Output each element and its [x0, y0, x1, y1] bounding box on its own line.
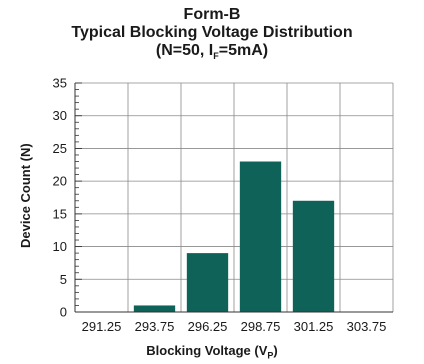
- title-line-3-sub: F: [213, 51, 219, 62]
- chart-title-line-2: Typical Blocking Voltage Distribution: [71, 24, 353, 41]
- x-title-pre: Blocking Voltage (V: [146, 343, 268, 358]
- x-tick-label: 298.75: [241, 319, 281, 334]
- chart-title-line-1: Form-B: [183, 6, 241, 23]
- bar-296.25: [186, 253, 229, 312]
- y-tick-label: 15: [53, 206, 67, 221]
- x-axis-title: Blocking Voltage (VP): [0, 343, 424, 361]
- y-tick-label: 35: [53, 76, 67, 91]
- x-tick-label: 301.25: [294, 319, 334, 334]
- y-tick-label: 25: [53, 141, 67, 156]
- x-tick-label: 296.25: [188, 319, 228, 334]
- y-tick-label: 30: [53, 108, 67, 123]
- chart-title-line-3: (N=50, IF=5mA): [0, 42, 424, 65]
- bar-298.75: [239, 161, 282, 312]
- y-tick-label: 20: [53, 174, 67, 189]
- y-tick-label: 5: [60, 272, 67, 287]
- y-tick-label: 10: [53, 239, 67, 254]
- x-title-sub: P: [267, 350, 274, 361]
- chart-title: Form-B Typical Blocking Voltage Distribu…: [0, 6, 424, 65]
- bar-301.25: [292, 200, 335, 312]
- title-line-3-post: =5mA): [218, 42, 269, 59]
- y-tick-label: 0: [60, 305, 67, 320]
- y-axis-title: Device Count (N): [18, 143, 33, 248]
- x-title-post: ): [273, 343, 278, 358]
- title-line-3-pre: (N=50, I: [155, 42, 214, 59]
- x-tick-label: 291.25: [82, 319, 122, 334]
- x-tick-label: 303.75: [347, 319, 387, 334]
- x-tick-label: 293.75: [135, 319, 175, 334]
- bar-293.75: [133, 305, 176, 312]
